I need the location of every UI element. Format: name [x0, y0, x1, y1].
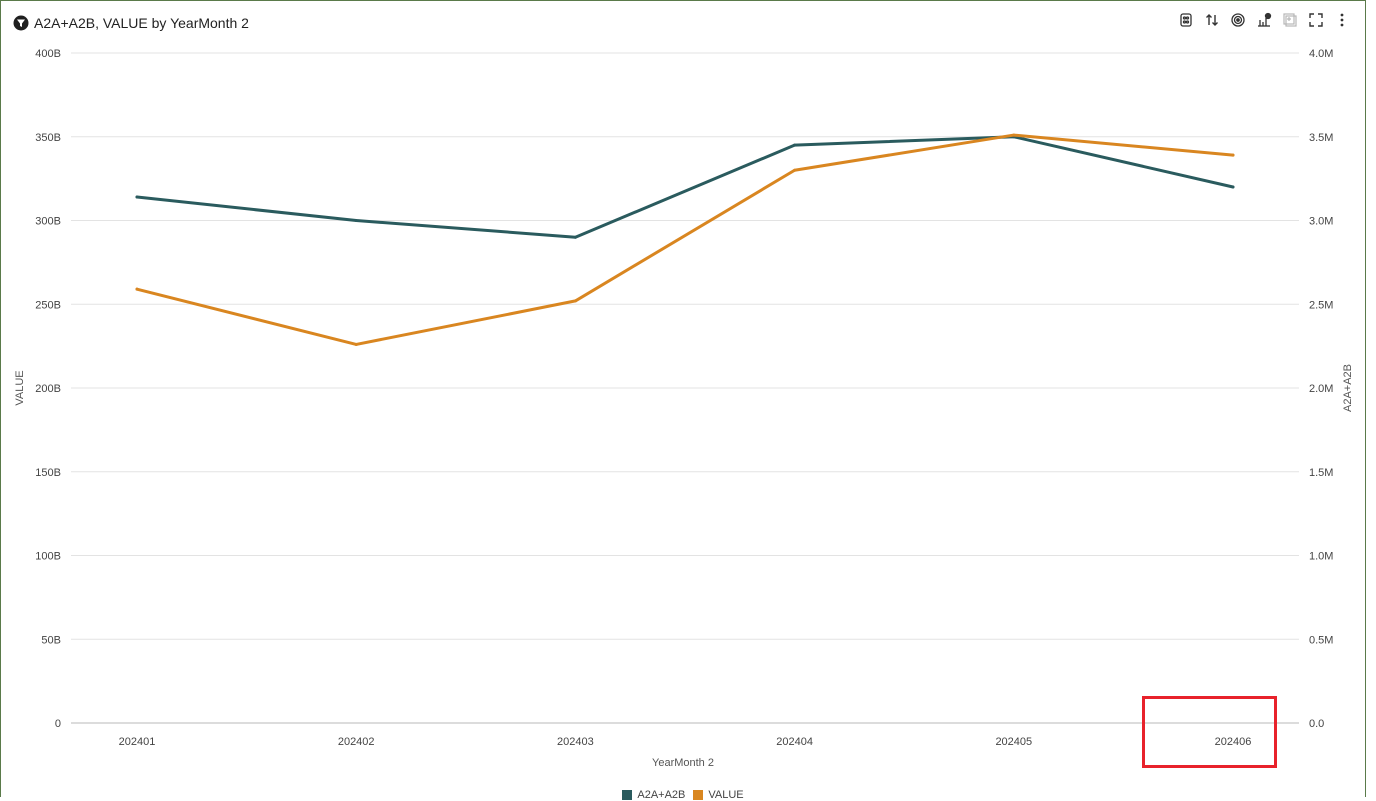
data-point [573, 235, 577, 239]
data-point [573, 299, 577, 303]
y-left-tick-label: 150B [35, 467, 61, 479]
y-left-tick-label: 400B [35, 48, 61, 60]
y-left-tick-label: 300B [35, 216, 61, 228]
series-line-value [135, 133, 1235, 346]
y-right-tick-label: 0.5M [1309, 634, 1333, 646]
y-left-tick-label: 50B [41, 634, 61, 646]
x-tick-label: 202403 [557, 736, 594, 748]
data-point [793, 168, 797, 172]
y-left-axis-title: VALUE [14, 370, 26, 405]
y-left-tick-label: 350B [35, 132, 61, 144]
more-icon[interactable] [1333, 11, 1351, 29]
data-point [354, 219, 358, 222]
highlight-box [1142, 696, 1277, 768]
legend: A2A+A2B VALUE [1, 789, 1365, 801]
filter-icon[interactable] [13, 15, 29, 31]
y-left-tick-label: 100B [35, 551, 61, 563]
data-point [135, 287, 139, 291]
data-point [1231, 185, 1235, 189]
x-tick-label: 202405 [995, 736, 1032, 748]
y-left-tick-label: 250B [35, 299, 61, 311]
y-left-tick-label: 200B [35, 383, 61, 395]
legend-swatch [693, 790, 704, 800]
chart-header: A2A+A2B, VALUE by YearMonth 2 [13, 13, 249, 33]
y-right-tick-label: 0.0 [1309, 718, 1324, 730]
legend-label: VALUE [708, 789, 744, 801]
y-right-tick-label: 1.0M [1309, 551, 1333, 563]
chart-type-icon[interactable] [1255, 11, 1273, 29]
y-right-tick-label: 4.0M [1309, 48, 1333, 60]
y-right-axis-title: A2A+A2B [1342, 364, 1354, 412]
add-icon[interactable] [1281, 11, 1299, 29]
data-point [1012, 133, 1016, 137]
x-tick-label: 202401 [119, 736, 156, 748]
legend-item-a2a-a2b[interactable]: A2A+A2B [622, 789, 685, 801]
series-line-a2a-a2b [135, 135, 1235, 239]
data-point [354, 342, 358, 346]
fullscreen-icon[interactable] [1307, 11, 1325, 29]
x-tick-label: 202404 [776, 736, 813, 748]
data-icon[interactable] [1177, 11, 1195, 29]
data-point [135, 195, 139, 199]
legend-item-value[interactable]: VALUE [693, 789, 744, 801]
chart-title: A2A+A2B, VALUE by YearMonth 2 [34, 15, 249, 31]
target-icon[interactable] [1229, 11, 1247, 29]
legend-swatch [622, 790, 633, 800]
y-right-tick-label: 2.0M [1309, 383, 1333, 395]
y-right-tick-label: 3.5M [1309, 132, 1333, 144]
y-right-tick-label: 1.5M [1309, 467, 1333, 479]
x-tick-label: 202406 [1215, 736, 1252, 748]
data-point [1231, 153, 1235, 157]
y-right-tick-label: 3.0M [1309, 216, 1333, 228]
x-tick-label: 202402 [338, 736, 375, 748]
sort-icon[interactable] [1203, 11, 1221, 29]
legend-label: A2A+A2B [637, 789, 686, 801]
chart-toolbar [1177, 11, 1351, 29]
x-axis-title: YearMonth 2 [652, 757, 714, 769]
y-right-tick-label: 2.5M [1309, 299, 1333, 311]
y-left-tick-label: 0 [55, 718, 61, 730]
data-point [793, 143, 797, 147]
